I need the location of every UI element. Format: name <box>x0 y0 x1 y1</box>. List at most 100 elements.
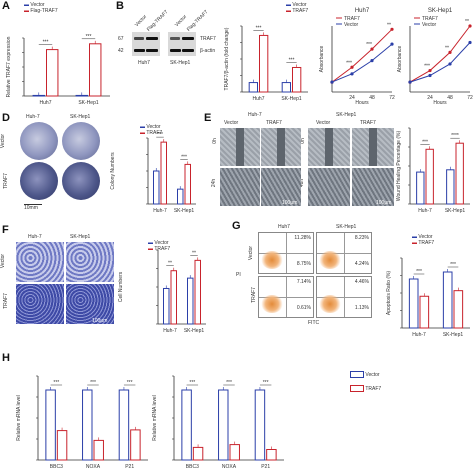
panel-label-e: E <box>204 112 212 124</box>
legend-traf7-b: TRAF7 <box>292 8 309 14</box>
sig-label: ** <box>445 45 449 51</box>
legend-label: TRAF7 <box>422 16 438 22</box>
panel-a-legend: ▬ Vector ▬ Flag-TRAF7 <box>24 2 58 14</box>
bar <box>192 446 204 461</box>
blot-huh7 <box>132 32 160 56</box>
sig-label: *** <box>43 40 49 46</box>
bar <box>45 389 56 461</box>
x-tick-label: 24 <box>349 95 355 101</box>
x-tick-label: NOXA <box>86 464 101 470</box>
x-tick-label: P21 <box>261 464 270 470</box>
x-tick-label: Huh7 <box>253 96 265 102</box>
sig-label: ** <box>192 250 196 256</box>
sig-label: **** <box>451 133 459 139</box>
panel-e-bar-chart: Wound Healing Percentage (%) Huh-7 *** SK-H… <box>396 127 470 214</box>
x-tick-label: BBC3 <box>50 464 63 470</box>
legend-label: Vector <box>422 22 437 28</box>
sig-label: *** <box>86 34 92 40</box>
e-cell-huh7: Huh-7 <box>248 112 262 118</box>
q-huh7-t-ur: 7.14% <box>296 279 311 285</box>
panel-d-bar-chart: Colony Numbers Huh-7 *** SK-Hep1 *** <box>110 132 196 214</box>
data-point <box>448 50 452 55</box>
bar <box>248 82 258 93</box>
e-col-vector-1: Vector <box>224 120 239 126</box>
legend-vector-g: Vector <box>418 234 433 240</box>
bar <box>118 389 130 461</box>
q-huh7-v-lr: 8.75% <box>296 261 311 267</box>
data-point <box>370 59 374 63</box>
panel-label-g: G <box>232 220 241 232</box>
wound-gap-3 <box>325 128 333 166</box>
flow-huh7-vector: 11.28% 8.75% <box>258 232 314 274</box>
flow-huh7-traf7: 7.14% 0.61% <box>258 276 314 318</box>
blot-label-actin: β-actin <box>200 48 216 54</box>
y-axis-label: Relative TRAF7 expression <box>6 36 12 97</box>
q-sk-t-lr: 1.13% <box>354 305 369 311</box>
sig-label: *** <box>289 57 295 63</box>
transwell-skhep1-vector <box>66 242 114 282</box>
x-tick-label: SK-Hep1 <box>443 332 464 338</box>
e-col-traf7-1: TRAF7 <box>266 120 282 126</box>
panel-h-bar-chart-2: Relative mRNA level BBC3 *** NOXA *** P21 *** <box>152 375 284 470</box>
western-blot: Vector Flag-TRAF7 Vector Flag-TRAF7 67 4… <box>118 9 234 74</box>
g-cell-skhep1: SK-Hep1 <box>336 224 357 230</box>
sig-label: *** <box>366 42 372 48</box>
data-point <box>408 80 412 84</box>
bar <box>259 34 269 93</box>
f-cell-skhep1: SK-Hep1 <box>70 234 91 240</box>
x-tick-label: Huh-7 <box>418 208 432 214</box>
bar <box>218 389 229 461</box>
sig-label: ** <box>168 261 172 267</box>
bar <box>419 295 430 329</box>
x-tick-label: Huh7 <box>40 100 52 106</box>
band-traf7-sk-v <box>170 37 180 40</box>
data-point <box>330 80 334 84</box>
g-row-vector: Vector <box>248 245 255 261</box>
sig-label: *** <box>189 380 195 386</box>
x-tick-label: 48 <box>447 95 453 101</box>
legend-traf7-f: TRAF7 <box>154 246 171 252</box>
bar <box>32 94 45 97</box>
y-axis-label: Apoptosis Ratio (%) <box>386 271 392 316</box>
band-actin-huh7-t <box>146 49 158 52</box>
g-axis-pi: PI <box>236 272 241 278</box>
bar <box>181 389 192 461</box>
panel-g-legend: ▬ Vector ▬ TRAF7 <box>412 234 435 246</box>
panel-e-images: Huh-7 SK-Hep1 Vector TRAF7 Vector TRAF7 … <box>211 112 396 212</box>
blot-header-3: Vector <box>173 13 189 29</box>
q-sk-t-ur: 4.46% <box>354 279 369 285</box>
panel-g-flow: Huh7 SK-Hep1 Vector TRAF7 PI FITC 11.28%… <box>236 224 376 328</box>
bar <box>153 170 160 205</box>
blot-header-2: Flag-TRAF7 <box>145 9 170 33</box>
bar <box>82 389 93 461</box>
bar <box>93 439 104 461</box>
chart-title: Huh7 <box>355 8 370 14</box>
legend-flag-traf7: Flag-TRAF7 <box>30 8 58 14</box>
bar <box>425 148 434 205</box>
legend-traf7-d: TRAF7 <box>146 130 163 136</box>
sig-label: *** <box>226 380 232 386</box>
panel-f-images: Huh-7 SK-Hep1 Vector TRAF7 100μm <box>0 234 122 328</box>
chart-title: SK-Hep1 <box>428 8 453 14</box>
x-tick-label: P21 <box>125 464 134 470</box>
e-time-24h: 24h <box>211 178 218 188</box>
legend-traf7-g: TRAF7 <box>418 240 435 246</box>
data-point <box>428 73 432 78</box>
data-point <box>390 27 394 31</box>
g-axis-fitc: FITC <box>308 320 320 326</box>
panel-label-b: B <box>116 0 124 12</box>
bar <box>89 43 102 97</box>
sig-label: *** <box>127 380 133 386</box>
wound-huh7-vector-24h <box>220 168 260 206</box>
bar <box>75 94 88 97</box>
d-row-traf7: TRAF7 <box>2 173 9 189</box>
d-cell-huh7: Huh-7 <box>26 114 40 120</box>
colony-dish-skhep1-vector <box>62 122 100 160</box>
flow-skhep1-traf7: 4.46% 1.13% <box>316 276 372 318</box>
scale-label-f: 100μm <box>92 318 108 324</box>
f-row-vector: Vector <box>0 253 7 269</box>
bar <box>446 169 455 205</box>
series-line <box>409 25 471 83</box>
x-tick-label: SK-Hep1 <box>78 100 99 106</box>
